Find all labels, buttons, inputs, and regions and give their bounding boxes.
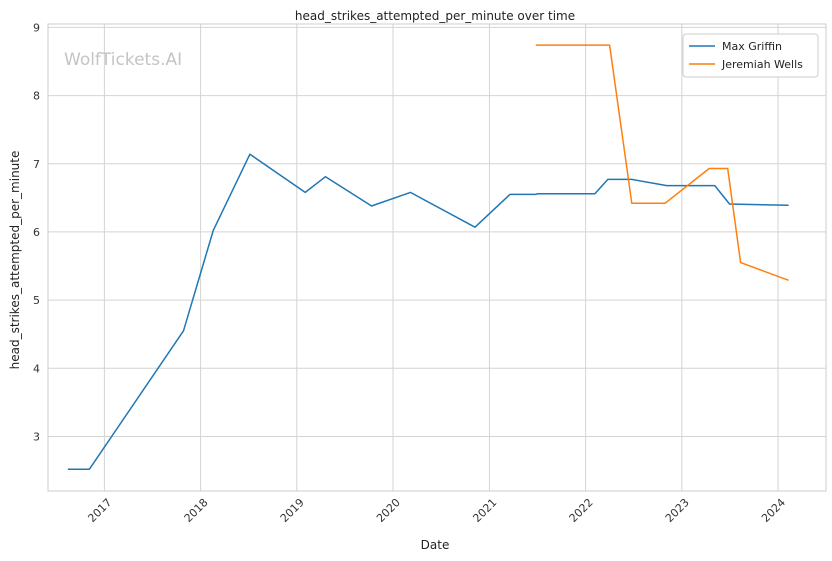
x-tick-label: 2020 xyxy=(374,496,403,525)
y-tick-label: 3 xyxy=(33,430,40,443)
y-tick-label: 6 xyxy=(33,226,40,239)
x-tick-label: 2024 xyxy=(759,496,788,525)
legend-label-max-griffin: Max Griffin xyxy=(722,40,782,53)
x-tick-label: 2022 xyxy=(567,496,596,525)
y-tick-label: 8 xyxy=(33,90,40,103)
y-tick-label: 7 xyxy=(33,158,40,171)
grid xyxy=(48,24,826,491)
plot-area xyxy=(48,24,826,491)
legend-box xyxy=(682,33,819,78)
x-axis-title: Date xyxy=(421,538,450,552)
series-line-max-griffin xyxy=(67,153,789,470)
x-tick-label: 2017 xyxy=(85,496,114,525)
series-line-jeremiah-wells xyxy=(535,44,789,282)
watermark: WolfTickets.AI xyxy=(64,50,182,70)
chart-title: head_strikes_attempted_per_minute over t… xyxy=(295,9,575,23)
y-tick-label: 4 xyxy=(33,362,40,375)
plot-frame xyxy=(47,23,827,492)
x-tick-label: 2018 xyxy=(182,496,211,525)
x-tick-label: 2023 xyxy=(663,496,692,525)
series-lines xyxy=(67,44,789,470)
legend-label-jeremiah-wells: Jeremiah Wells xyxy=(721,58,803,71)
y-tick-label: 9 xyxy=(33,21,40,34)
y-tick-label: 5 xyxy=(33,294,40,307)
legend: Max Griffin Jeremiah Wells xyxy=(682,33,819,78)
x-tick-label: 2021 xyxy=(470,496,499,525)
y-axis-title: head_strikes_attempted_per_minute xyxy=(8,151,22,370)
x-tick-label: 2019 xyxy=(278,496,307,525)
